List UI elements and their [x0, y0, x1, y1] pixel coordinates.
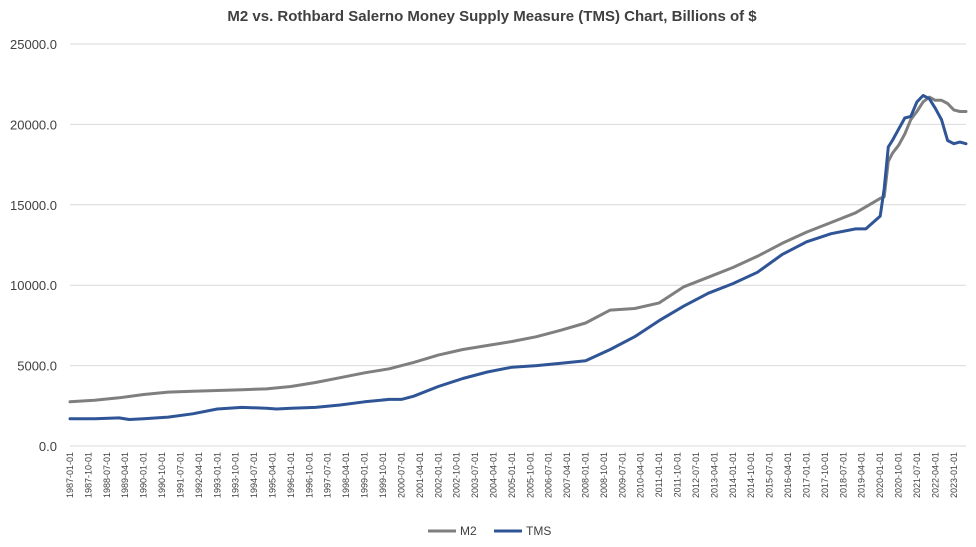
y-tick-label: 10000.0	[10, 278, 57, 293]
x-tick-label: 2013-04-01	[709, 452, 719, 498]
x-tick-label: 1994-07-01	[249, 452, 259, 498]
x-tick-label: 1998-04-01	[341, 452, 351, 498]
y-tick-label: 15000.0	[10, 198, 57, 213]
gridlines	[70, 43, 966, 447]
legend-item-tms: TMS	[494, 524, 551, 538]
x-tick-label: 2012-07-01	[691, 452, 701, 498]
legend-item-m2: M2	[428, 524, 477, 538]
y-tick-label: 0.0	[39, 439, 57, 454]
x-tick-label: 1987-10-01	[83, 452, 93, 498]
x-tick-label: 1993-10-01	[231, 452, 241, 498]
y-tick-label: 20000.0	[10, 117, 57, 132]
x-tick-label: 1987-01-01	[65, 452, 75, 498]
x-tick-label: 2018-07-01	[838, 452, 848, 498]
x-tick-label: 2004-04-01	[488, 452, 498, 498]
x-tick-label: 1997-07-01	[323, 452, 333, 498]
x-tick-label: 2014-10-01	[746, 452, 756, 498]
legend-label: TMS	[526, 524, 551, 538]
x-tick-label: 1999-10-01	[378, 452, 388, 498]
x-tick-label: 1996-01-01	[286, 452, 296, 498]
x-tick-label: 1995-04-01	[267, 452, 277, 498]
x-tick-label: 1988-07-01	[102, 452, 112, 498]
x-tick-label: 2005-10-01	[525, 452, 535, 498]
series-line-m2	[68, 95, 968, 404]
x-tick-label: 2019-04-01	[857, 452, 867, 498]
x-tick-label: 1990-01-01	[139, 452, 149, 498]
series-line-tms	[68, 94, 968, 421]
x-tick-label: 2010-04-01	[636, 452, 646, 498]
x-tick-label: 1992-04-01	[194, 452, 204, 498]
x-tick-label: 2011-10-01	[673, 452, 683, 497]
x-tick-label: 2002-01-01	[433, 452, 443, 498]
x-tick-label: 2007-04-01	[562, 452, 572, 498]
x-tick-label: 1989-04-01	[120, 452, 130, 498]
legend: M2 TMS	[428, 524, 551, 538]
x-axis: 1987-01-01 1987-10-01 1988-07-01 1989-04-01…	[65, 452, 959, 498]
x-tick-label: 2014-01-01	[728, 452, 738, 498]
x-tick-label: 2020-01-01	[875, 452, 885, 498]
x-tick-label: 2006-07-01	[544, 452, 554, 498]
legend-label: M2	[460, 524, 477, 538]
x-tick-label: 2017-10-01	[820, 452, 830, 498]
x-tick-label: 2000-07-01	[396, 452, 406, 498]
x-tick-label: 2002-10-01	[452, 452, 462, 498]
y-tick-label: 5000.0	[17, 359, 57, 374]
y-tick-label: 25000.0	[10, 37, 57, 52]
chart-title: M2 vs. Rothbard Salerno Money Supply Mea…	[227, 8, 757, 25]
x-tick-label: 1991-07-01	[175, 452, 185, 498]
x-tick-label: 2009-07-01	[617, 452, 627, 498]
x-tick-label: 2008-10-01	[599, 452, 609, 498]
y-axis: 0.0 5000.0 10000.0 15000.0 20000.0 25000.0	[10, 37, 57, 454]
series-group	[68, 94, 968, 421]
x-tick-label: 1999-01-01	[360, 452, 370, 498]
x-tick-label: 1993-01-01	[212, 452, 222, 498]
x-tick-label: 2021-07-01	[912, 452, 922, 498]
x-tick-label: 1990-10-01	[157, 452, 167, 498]
x-tick-label: 1996-10-01	[304, 452, 314, 498]
x-tick-label: 2016-04-01	[783, 452, 793, 498]
x-tick-label: 2005-01-01	[507, 452, 517, 498]
x-tick-label: 2020-10-01	[894, 452, 904, 498]
x-tick-label: 2023-01-01	[949, 452, 959, 498]
x-tick-label: 2022-04-01	[930, 452, 940, 498]
x-tick-label: 2003-07-01	[470, 452, 480, 498]
x-tick-label: 2017-01-01	[802, 452, 812, 498]
x-tick-label: 2001-04-01	[415, 452, 425, 498]
x-tick-label: 2015-07-01	[765, 452, 775, 498]
x-tick-label: 2008-01-01	[581, 452, 591, 498]
x-tick-label: 2011-01-01	[654, 452, 664, 497]
